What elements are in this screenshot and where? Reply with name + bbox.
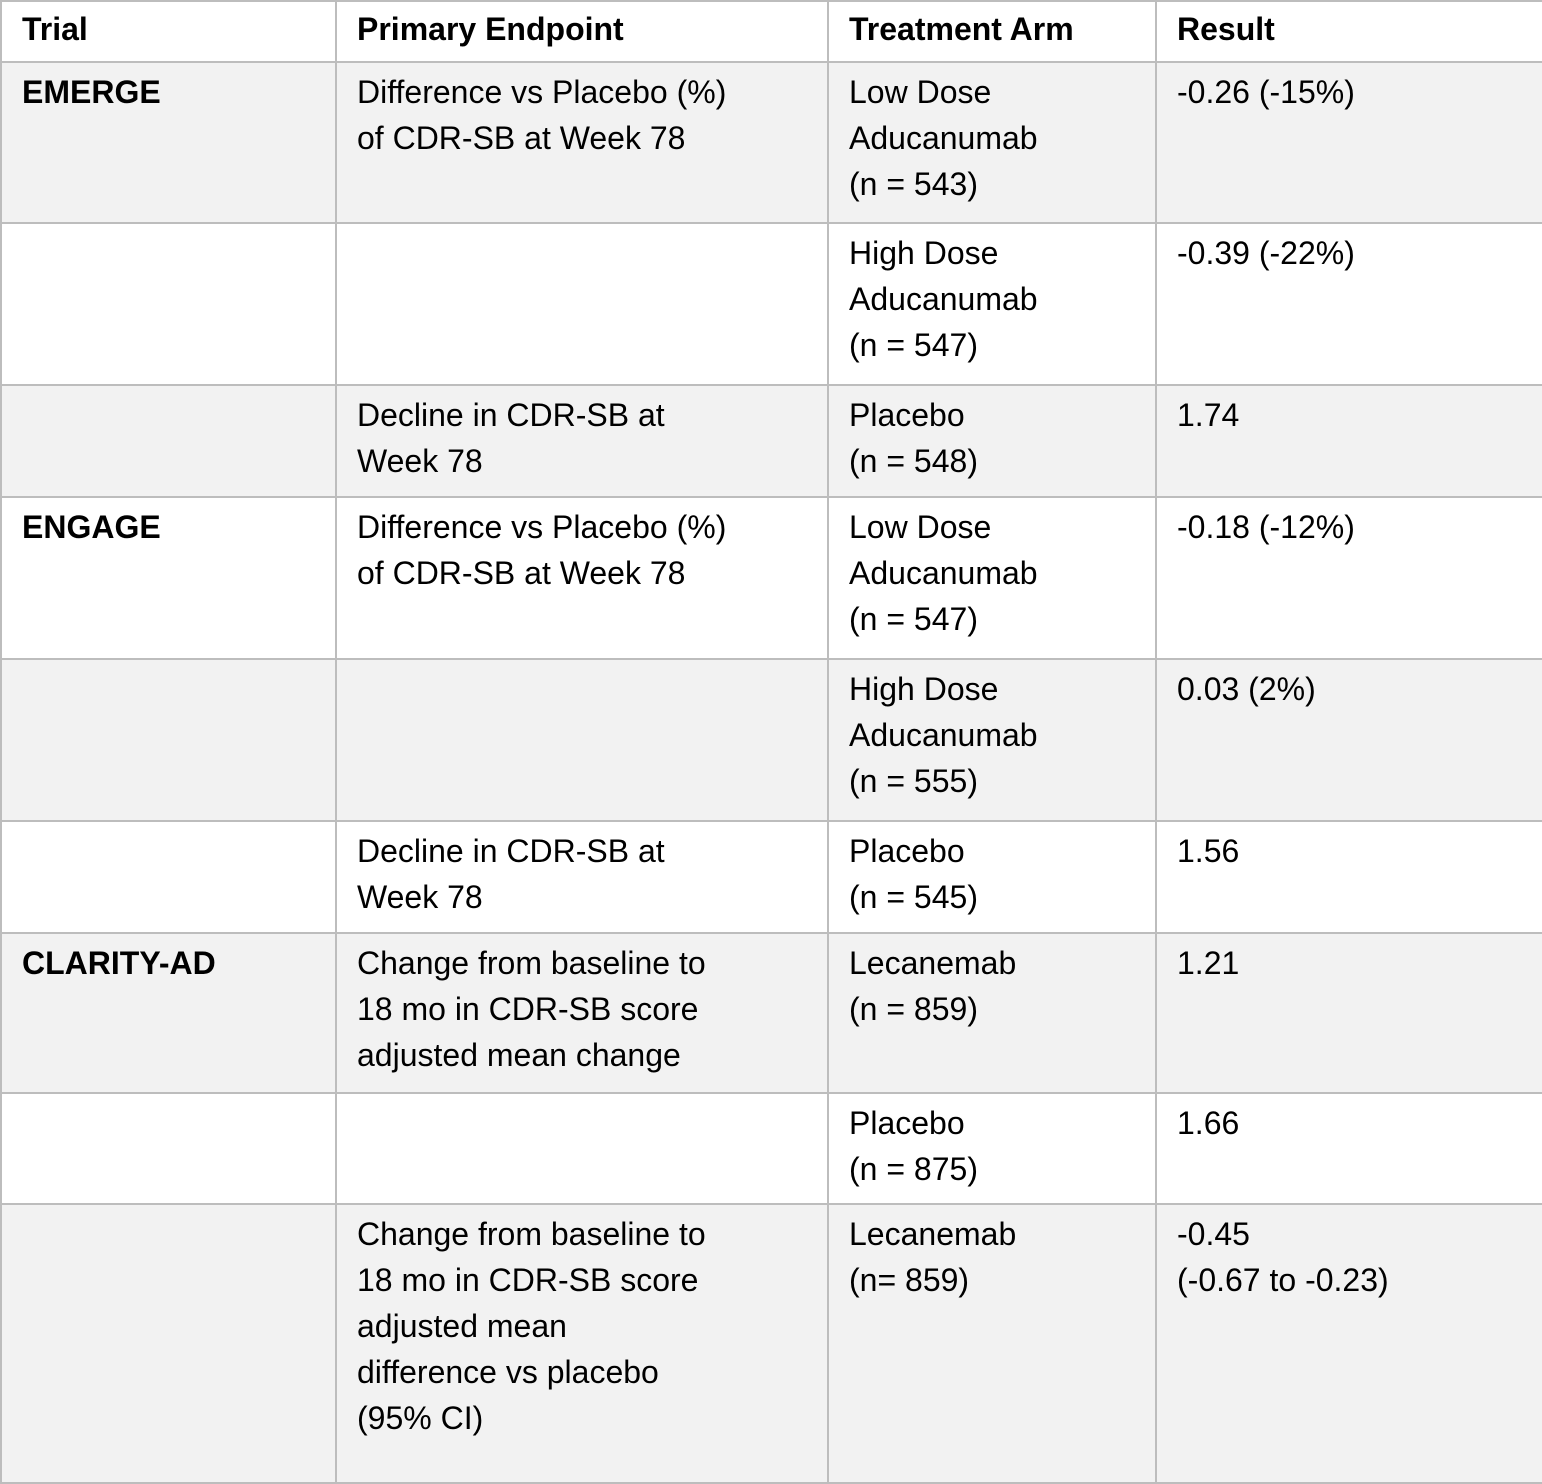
cell-arm: High Dose Aducanumab (n = 555): [827, 658, 1157, 822]
table-row: High Dose Aducanumab (n = 547) -0.39 (-2…: [0, 222, 1542, 386]
cell-result: -0.39 (-22%): [1155, 222, 1542, 386]
cell-endpoint: [335, 1092, 829, 1205]
cell-result: -0.18 (-12%): [1155, 496, 1542, 660]
cell-arm: Low Dose Aducanumab (n = 543): [827, 61, 1157, 224]
table-row: Change from baseline to 18 mo in CDR-SB …: [0, 1203, 1542, 1484]
cell-arm: High Dose Aducanumab (n = 547): [827, 222, 1157, 386]
cell-result: -0.45 (-0.67 to -0.23): [1155, 1203, 1542, 1484]
cell-trial: ENGAGE: [0, 496, 337, 660]
cell-arm: Low Dose Aducanumab (n = 547): [827, 496, 1157, 660]
table-row: High Dose Aducanumab (n = 555) 0.03 (2%): [0, 658, 1542, 822]
table-row: EMERGE Difference vs Placebo (%) of CDR-…: [0, 61, 1542, 224]
cell-arm: Placebo (n = 875): [827, 1092, 1157, 1205]
cell-trial: [0, 1203, 337, 1484]
cell-result: 1.21: [1155, 932, 1542, 1094]
table-row: Decline in CDR-SB at Week 78 Placebo (n …: [0, 384, 1542, 498]
cell-endpoint: [335, 658, 829, 822]
cell-trial: [0, 384, 337, 498]
cell-endpoint: Change from baseline to 18 mo in CDR-SB …: [335, 932, 829, 1094]
cell-endpoint: Difference vs Placebo (%) of CDR-SB at W…: [335, 61, 829, 224]
cell-result: 1.74: [1155, 384, 1542, 498]
cell-endpoint: Difference vs Placebo (%) of CDR-SB at W…: [335, 496, 829, 660]
cell-arm: Placebo (n = 545): [827, 820, 1157, 934]
cell-endpoint: Decline in CDR-SB at Week 78: [335, 820, 829, 934]
cell-endpoint: Change from baseline to 18 mo in CDR-SB …: [335, 1203, 829, 1484]
header-result: Result: [1155, 0, 1542, 63]
table-row: CLARITY-AD Change from baseline to 18 mo…: [0, 932, 1542, 1094]
header-trial: Trial: [0, 0, 337, 63]
cell-result: 1.66: [1155, 1092, 1542, 1205]
cell-result: -0.26 (-15%): [1155, 61, 1542, 224]
cell-trial: [0, 1092, 337, 1205]
header-arm: Treatment Arm: [827, 0, 1157, 63]
header-row: Trial Primary Endpoint Treatment Arm Res…: [0, 0, 1542, 63]
cell-trial: [0, 820, 337, 934]
table-row: Decline in CDR-SB at Week 78 Placebo (n …: [0, 820, 1542, 934]
header-endpoint: Primary Endpoint: [335, 0, 829, 63]
cell-arm: Lecanemab (n= 859): [827, 1203, 1157, 1484]
cell-endpoint: [335, 222, 829, 386]
cell-result: 1.56: [1155, 820, 1542, 934]
cell-endpoint: Decline in CDR-SB at Week 78: [335, 384, 829, 498]
cell-arm: Lecanemab (n = 859): [827, 932, 1157, 1094]
table-row: Placebo (n = 875) 1.66: [0, 1092, 1542, 1205]
cell-arm: Placebo (n = 548): [827, 384, 1157, 498]
cell-trial: [0, 658, 337, 822]
cell-trial: EMERGE: [0, 61, 337, 224]
table-row: ENGAGE Difference vs Placebo (%) of CDR-…: [0, 496, 1542, 660]
cell-result: 0.03 (2%): [1155, 658, 1542, 822]
cell-trial: CLARITY-AD: [0, 932, 337, 1094]
cell-trial: [0, 222, 337, 386]
